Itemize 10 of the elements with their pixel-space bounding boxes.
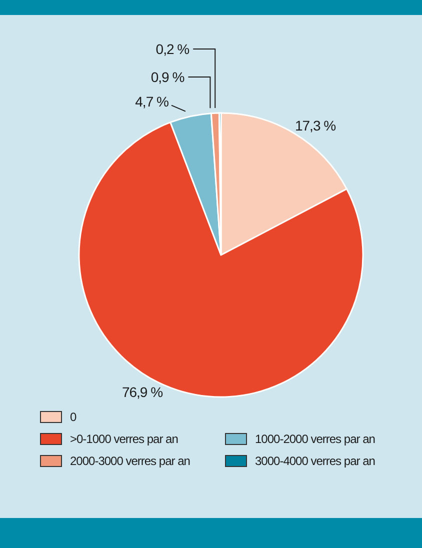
data-label: 17,3 % xyxy=(295,117,336,134)
data-label: 0,2 % xyxy=(156,41,190,57)
data-label: 0,9 % xyxy=(150,69,184,85)
legend-label: 2000-3000 verres par an xyxy=(70,454,190,468)
legend-label: >0-1000 verres par an xyxy=(70,432,178,446)
data-label: 4,7 % xyxy=(135,93,168,110)
legend-label: 0 xyxy=(70,410,76,424)
data-label: 76,9 % xyxy=(122,384,163,400)
legend-label: 1000-2000 verres par an xyxy=(255,432,375,446)
legend-label: 3000-4000 verres par an xyxy=(255,454,375,468)
